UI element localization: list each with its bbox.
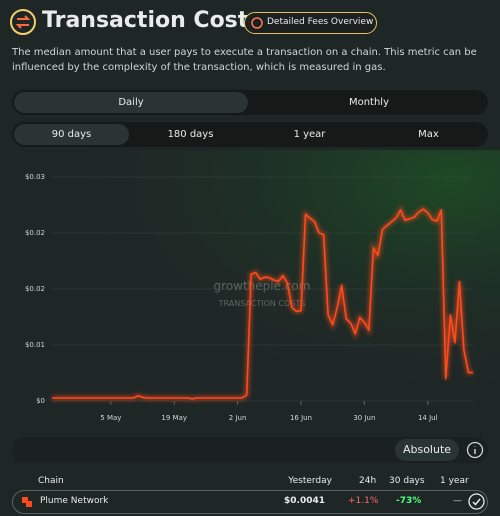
- tab[interactable]: Max: [418, 129, 439, 140]
- select-check[interactable]: [468, 493, 485, 510]
- cell: $0.0041: [284, 496, 325, 506]
- cell: -73%: [396, 496, 422, 506]
- y-tick-label: $0.02: [25, 229, 45, 237]
- info-icon[interactable]: [466, 441, 484, 459]
- tab[interactable]: 180 days: [167, 129, 214, 140]
- tab[interactable]: Monthly: [348, 97, 390, 108]
- cell: —: [453, 496, 462, 506]
- interval-tabs: Daily Monthly: [12, 90, 488, 115]
- cell: +1.1%: [348, 496, 379, 506]
- page-title: Transaction Costs: [42, 8, 262, 33]
- watermark: TRANSACTION COSTS: [218, 299, 306, 308]
- x-tick-label: 19 May: [161, 414, 187, 422]
- tab[interactable]: 90 days: [14, 124, 129, 145]
- watermark: growthepie.com: [214, 279, 311, 293]
- controls-bar: Absolute: [12, 437, 488, 463]
- scale-button[interactable]: Absolute: [395, 439, 459, 461]
- x-tick-label: 5 May: [100, 414, 121, 422]
- column-header[interactable]: 30 days: [389, 476, 425, 486]
- table-row[interactable]: Plume Network $0.0041 +1.1% -73% —: [12, 490, 488, 514]
- button-icon: [251, 17, 263, 29]
- title-icon: [10, 9, 36, 35]
- x-tick-label: 14 Jul: [418, 414, 438, 422]
- chain-name: Plume Network: [40, 496, 109, 506]
- column-header[interactable]: 24h: [359, 476, 377, 486]
- x-tick-label: 30 Jun: [353, 414, 375, 422]
- chain-icon: [22, 497, 32, 507]
- description: The median amount that a user pays to ex…: [12, 47, 477, 73]
- column-header[interactable]: Yesterday: [288, 476, 332, 486]
- x-tick-label: 16 Jun: [290, 414, 312, 422]
- chart: growthepie.com TRANSACTION COSTS $0 $0.01…: [0, 150, 500, 432]
- x-tick-label: 2 Jun: [229, 414, 247, 422]
- overview-button[interactable]: Detailed Fees Overview: [244, 12, 377, 34]
- y-tick-label: $0.01: [25, 341, 45, 349]
- y-tick-label: $0: [36, 397, 45, 405]
- column-header[interactable]: 1 year: [440, 476, 469, 486]
- tab[interactable]: 1 year: [293, 129, 326, 140]
- button-label: Detailed Fees Overview: [267, 17, 374, 27]
- tab[interactable]: Daily: [14, 92, 248, 113]
- series-line: [52, 208, 473, 400]
- range-tabs: 90 days 180 days 1 year Max: [12, 122, 488, 147]
- y-tick-label: $0.02: [25, 285, 45, 293]
- y-tick-label: $0.03: [25, 173, 45, 181]
- column-header[interactable]: Chain: [38, 476, 64, 486]
